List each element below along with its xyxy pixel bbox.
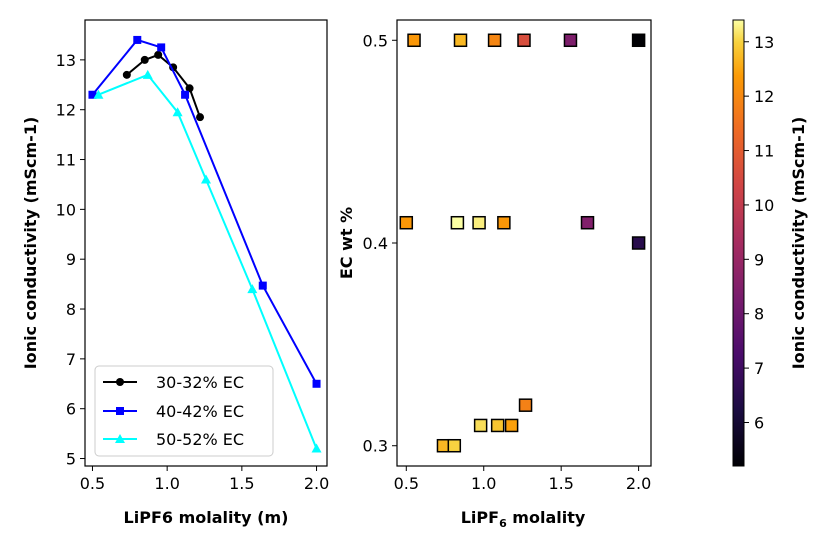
y-tick-label: 0.5 [363,31,388,50]
scatter-x-label-subscript: 6 [499,517,507,530]
colorbar-label: Ionic conductivity (mScm-1) [789,117,808,370]
colorbar-tick-label: 9 [754,250,764,269]
colorbar-tick-label: 11 [754,142,774,161]
legend-entry-30-32: 30-32% EC [103,373,244,392]
legend-label-30-32: 30-32% EC [156,373,244,392]
scatter-chart-panel: 0.5 1.0 1.5 2.0 0.3 0.4 0.5 LiPF6 molality EC… [337,19,652,530]
series-2-point-5 [311,443,322,453]
y-tick-label: 6 [66,400,76,419]
x-tick-label: 1.5 [548,474,573,493]
x-tick-label: 2.0 [626,474,651,493]
scatter-point-7 [450,215,465,230]
scatter-point-15 [490,418,505,433]
colorbar-tick-label: 13 [754,33,774,52]
series-1-point-0 [88,90,97,99]
scatter-chart-x-ticks: 0.5 1.0 1.5 2.0 [394,466,651,493]
line-chart-y-label: Ionic conductivity (mScm-1) [21,117,40,370]
colorbar-ticks: 6 7 8 9 10 11 12 13 [744,33,774,432]
line-chart-x-ticks: 0.5 1.0 1.5 2.0 [80,466,329,493]
scatter-point-11 [631,236,646,250]
series-0-point-1 [140,55,149,64]
series-2-point-2 [172,107,183,117]
scatter-x-label-rest: molality [507,508,586,527]
line-chart-panel: 0.5 1.0 1.5 2.0 5 6 7 8 9 10 11 12 13 LiPF6 molalit… [21,19,329,527]
x-tick-label: 2.0 [304,474,329,493]
scatter-point-5 [631,33,646,48]
legend-marker-30-32 [116,378,124,386]
series-1-point-2 [157,43,166,52]
series-2-point-0 [93,89,104,99]
y-tick-label: 12 [56,101,76,120]
colorbar-tick-label: 12 [754,87,774,106]
scatter-point-17 [518,398,533,412]
scatter-chart-x-label: LiPF6 molality [461,508,586,530]
legend-marker-50-52 [115,434,125,443]
line-chart-x-label: LiPF6 molality (m) [124,508,289,527]
y-tick-label: 11 [56,151,76,170]
series-0-point-4 [185,84,194,93]
line-chart-frame [84,19,328,467]
x-tick-label: 0.5 [80,474,105,493]
colorbar-tick-label: 6 [754,413,764,432]
series-1-point-5 [312,379,321,388]
colorbar-tick-label: 8 [754,305,764,324]
scatter-point-0 [407,33,421,48]
line-chart-y-ticks: 5 6 7 8 9 10 11 12 13 [56,51,85,469]
scatter-point-2 [487,33,502,48]
y-tick-label: 9 [66,250,76,269]
series-line-1 [91,38,318,385]
series-0-point-2 [154,50,163,59]
colorbar-gradient [732,19,745,467]
series-line-2 [98,73,318,449]
colorbar: 6 7 8 9 10 11 12 13 Ionic conductivity (mScm-1) [732,19,808,467]
legend-label-40-42: 40-42% EC [156,402,244,421]
y-tick-label: 0.3 [363,437,388,456]
x-tick-label: 1.5 [229,474,254,493]
scatter-point-1 [453,33,468,48]
colorbar-tick-label: 7 [754,359,764,378]
scatter-chart-y-ticks: 0.3 0.4 0.5 [363,31,397,456]
series-2-point-1 [142,69,153,79]
legend-label-50-52: 50-52% EC [156,430,244,449]
legend: 30-32% EC 40-42% EC 50-52% EC [94,365,274,457]
series-1-point-4 [258,281,267,290]
colorbar-tick-label: 10 [754,196,774,215]
scatter-point-10 [580,215,595,230]
scatter-point-14 [473,418,488,433]
y-tick-label: 8 [66,300,76,319]
scatter-point-13 [447,438,462,453]
scatter-point-16 [504,418,519,433]
y-tick-label: 7 [66,350,76,369]
series-1-point-3 [181,90,190,99]
x-tick-label: 1.0 [471,474,496,493]
legend-box [94,365,274,457]
legend-entry-50-52: 50-52% EC [103,430,244,449]
y-tick-label: 10 [56,200,76,219]
series-2-point-3 [201,174,211,184]
series-0-point-0 [122,70,131,79]
scatter-x-label-main: LiPF [461,508,499,527]
scatter-chart-y-label: EC wt % [337,207,356,279]
series-0-point-5 [196,113,205,122]
series-1-point-1 [133,35,142,44]
scatter-point-4 [563,33,578,48]
legend-marker-40-42 [116,407,124,415]
y-tick-label: 0.4 [363,234,388,253]
legend-entry-40-42: 40-42% EC [103,402,244,421]
series-2-point-4 [247,284,258,294]
scatter-point-6 [399,215,414,230]
scatter-point-3 [517,33,531,48]
y-tick-label: 13 [56,51,76,70]
scatter-points-group [399,33,646,453]
line-series-group [88,35,322,453]
x-tick-label: 0.5 [394,474,419,493]
y-tick-label: 5 [66,450,76,469]
scatter-point-9 [497,215,511,230]
scatter-point-8 [472,215,486,230]
x-tick-label: 1.0 [154,474,179,493]
